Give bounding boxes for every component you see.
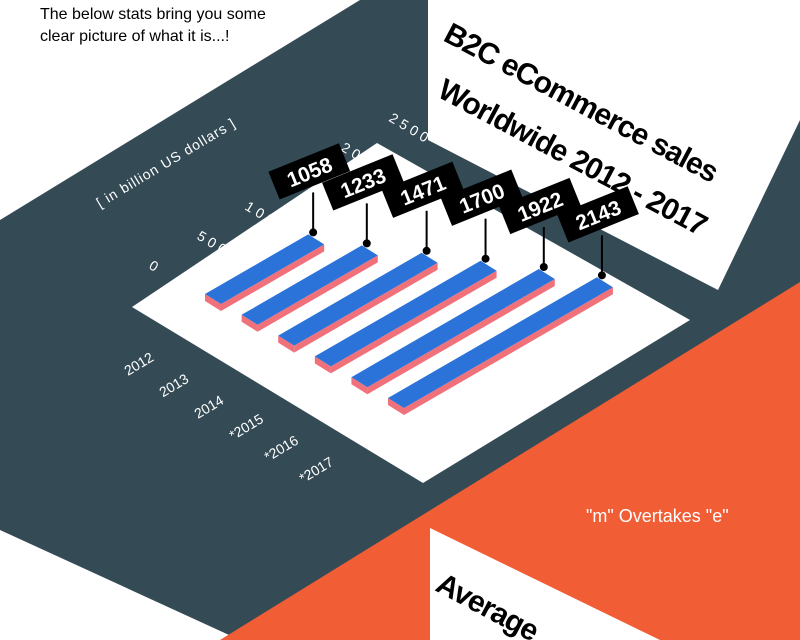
intro-text: The below stats bring you some clear pic… — [40, 4, 360, 48]
flag-banner — [440, 169, 523, 226]
bar-side-front — [388, 398, 404, 415]
next-section-card — [430, 528, 660, 640]
flag-pole-base — [362, 239, 371, 248]
bar-side — [367, 279, 555, 395]
bar-side-front — [314, 356, 331, 374]
bar-side-front — [205, 294, 221, 311]
intro-line-2: clear picture of what it is...! — [40, 28, 230, 45]
bar-side — [221, 244, 325, 311]
bar-series — [205, 234, 613, 415]
section-title: "m" Overtakes "e" — [586, 506, 729, 526]
flag-pole-base — [309, 228, 318, 237]
flag-banner — [499, 177, 581, 235]
bar-side-front — [241, 314, 258, 332]
orange-panel — [220, 282, 800, 640]
bar-2012 — [205, 234, 325, 304]
bar-*2015 — [314, 260, 497, 367]
intro-line-1: The below stats bring you some — [40, 6, 266, 23]
flag-banner — [322, 154, 404, 211]
flag-pole-base — [481, 254, 490, 263]
bar-*2016 — [351, 269, 555, 388]
bar-side-front — [278, 335, 295, 353]
bar-side — [294, 262, 438, 353]
title-card — [428, 0, 800, 290]
bar-side — [330, 270, 497, 374]
bar-2013 — [241, 245, 378, 325]
bar-side-front — [351, 377, 368, 395]
flag-pole-base — [422, 246, 431, 255]
bar-*2017 — [388, 277, 613, 408]
flag-pole-base — [597, 271, 606, 280]
flag-banner — [268, 143, 351, 200]
bar-2014 — [278, 252, 438, 346]
flag-banner — [381, 161, 464, 218]
bar-side — [257, 255, 378, 332]
value-flags: 1058 1233 1471 1700 1922 2143 — [268, 143, 639, 280]
flag-pole-base — [539, 262, 548, 271]
flag-banner — [557, 186, 639, 243]
bar-side — [404, 287, 613, 415]
